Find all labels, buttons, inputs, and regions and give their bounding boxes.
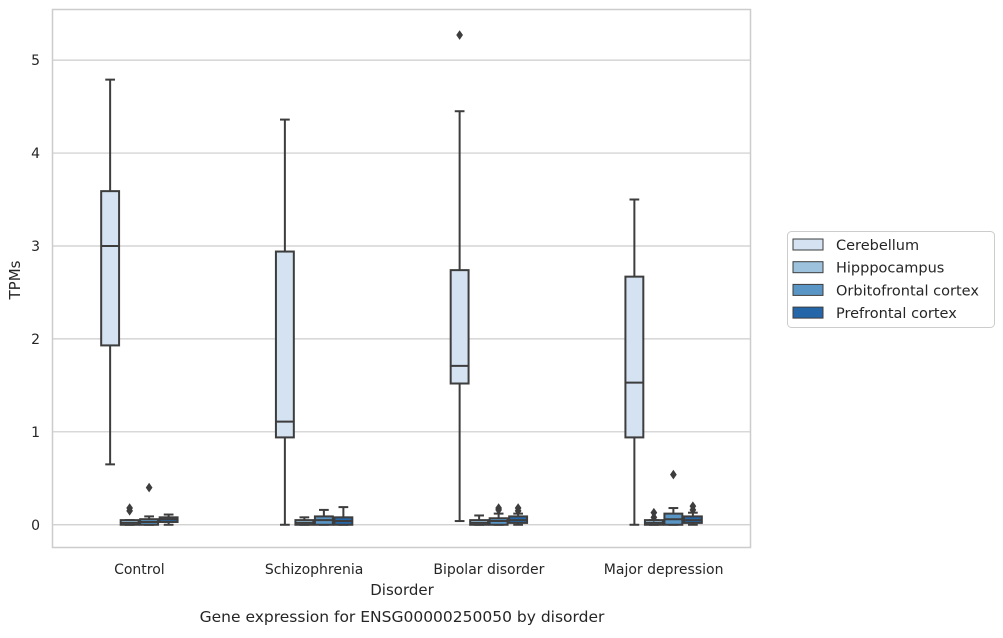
plot-area-background [52,9,751,548]
legend-swatch [792,306,824,319]
legend-items: Cerebellum Hipppocampus Orbitofrontal cort… [792,238,979,322]
box-body [100,190,121,347]
outlier-point [126,503,133,513]
legend: Cerebellum Hipppocampus Orbitofrontal cort… [787,231,995,328]
chart-title: Gene expression for ENSG00000250050 by d… [200,608,605,626]
box-2-0 [139,482,160,526]
outlier-point [514,503,522,513]
x-tick-label: Bipolar disorder [433,562,544,578]
box-3-2 [508,503,529,526]
y-tick-label: 4 [31,146,40,162]
box-3-0 [158,513,179,526]
legend-label: Orbitofrontal cortex [836,283,979,299]
box-1-3 [643,507,664,526]
box-1-2 [469,514,490,526]
y-axis-label: TPMs [6,260,24,300]
box-body [449,269,470,385]
y-tick-label: 5 [31,53,40,69]
box-3-3 [682,501,703,526]
legend-label: Cerebellum [836,238,919,254]
box-2-2 [488,503,509,526]
box-0-1 [274,118,295,526]
box-3-1 [333,506,354,526]
legend-label: Hipppocampus [836,261,944,277]
box-2-1 [313,508,334,526]
y-tick-labels: 0 1 2 3 4 5 [31,53,40,534]
legend-frame [787,231,995,328]
y-tick-label: 0 [31,518,40,534]
box-2-3 [663,469,684,526]
outlier-point [495,503,502,513]
box-series [100,30,703,526]
box-1-1 [294,516,315,526]
x-tick-labels: Control Schizophrenia Bipolar disorder Majo… [114,562,723,578]
box-0-0 [100,78,121,466]
outlier-point [689,501,697,512]
box-0-2 [449,30,470,523]
legend-swatch [792,261,824,274]
plot-area-frame [51,8,752,549]
outlier-point [145,482,153,493]
box-body [624,275,645,439]
x-tick-label: Major depression [604,562,724,578]
y-tick-label: 3 [31,239,40,255]
outlier-point [670,469,677,480]
box-0-3 [624,198,645,526]
box-1-0 [119,503,140,526]
outlier-point [650,507,658,518]
legend-label: Prefrontal cortex [836,306,957,322]
box-body [274,250,295,439]
x-axis-label: Disorder [370,581,434,599]
x-tick-label: Schizophrenia [265,562,363,578]
x-tick-label: Control [114,562,165,578]
y-tick-label: 1 [31,425,40,441]
legend-swatch [792,238,824,251]
y-tick-label: 2 [31,332,40,348]
legend-swatch [792,283,824,296]
outlier-point [456,30,463,40]
